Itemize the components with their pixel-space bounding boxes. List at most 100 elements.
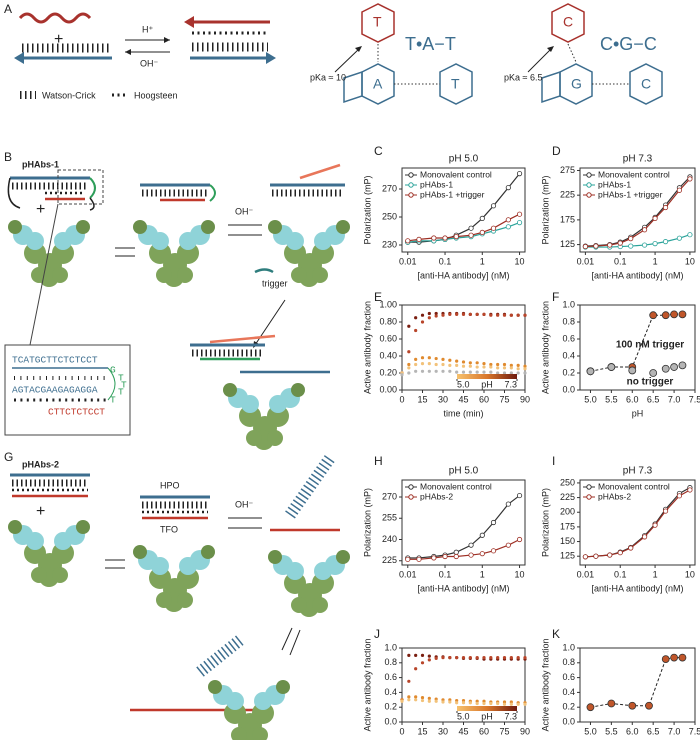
y-tick-label: 225 [560, 190, 575, 200]
data-point [431, 235, 437, 241]
data-point [482, 362, 486, 366]
loop-base: T [118, 387, 124, 398]
data-point [641, 227, 648, 233]
series-line [585, 489, 691, 558]
data-point [427, 696, 431, 700]
y-axis-label: Polarization (mP) [362, 175, 372, 244]
annotation: no trigger [627, 377, 674, 388]
data-point [468, 370, 472, 374]
data-point [662, 204, 669, 211]
series-line [585, 234, 691, 248]
y-tick-label: 240 [382, 534, 397, 544]
chart: pH 7.3 [anti-HA antibody] (nM) Polarizatio… [540, 154, 696, 280]
data-point [420, 362, 425, 366]
data-point [617, 550, 623, 556]
data-point [427, 311, 431, 316]
data-point [468, 312, 472, 316]
data-point [468, 361, 472, 365]
y-tick-label: 270 [382, 183, 397, 193]
data-point [468, 542, 474, 548]
chart: time (min) Active antibody fraction 0.00 0.… [362, 299, 530, 418]
data-point [516, 492, 523, 499]
data-point [407, 695, 411, 699]
plot-frame [579, 167, 696, 253]
data-point [434, 699, 438, 703]
data-point [475, 701, 479, 706]
x-tick-label: 15 [417, 726, 427, 736]
panel-label: E [374, 290, 382, 304]
legend-marker [408, 172, 414, 178]
data-point [505, 185, 511, 191]
x-tick-label: 90 [520, 394, 530, 404]
data-point [468, 701, 472, 705]
data-point [441, 313, 445, 317]
y-tick-label: 0.2 [384, 702, 397, 712]
legend-label: pHAbs-1 [598, 179, 631, 189]
colorbar [457, 706, 517, 711]
data-point [509, 656, 513, 660]
data-point [505, 217, 511, 223]
data-point [448, 656, 452, 660]
legend-marker [586, 192, 592, 198]
x-tick-label: 5.5 [605, 726, 618, 736]
y-tick-label: 0.4 [562, 687, 575, 697]
series-line [407, 213, 520, 242]
data-point [455, 363, 459, 367]
data-point [607, 699, 616, 708]
data-point [523, 656, 527, 660]
data-point [628, 545, 634, 551]
data-point [427, 654, 431, 658]
data-point [414, 667, 418, 671]
data-point [502, 366, 507, 370]
data-point [652, 522, 658, 528]
colorbar-title: pH [481, 379, 493, 389]
y-tick-label: 0.6 [384, 672, 397, 682]
data-point [414, 316, 418, 320]
y-tick-label: 250 [382, 211, 397, 221]
y-tick-label: 1.00 [379, 299, 397, 309]
data-point [434, 362, 438, 367]
x-tick-label: 60 [479, 726, 489, 736]
data-point [628, 701, 637, 710]
data-point [461, 312, 466, 316]
y-tick-label: 1.0 [562, 642, 575, 652]
data-point [448, 312, 452, 316]
panel-label: A [4, 2, 12, 16]
data-point [461, 656, 466, 660]
data-point [475, 370, 479, 374]
y-tick-label: 150 [560, 536, 575, 546]
data-point [448, 369, 452, 373]
data-point [441, 369, 445, 373]
sequence: AGTACGAAGAGAGGA [12, 385, 98, 396]
data-point [482, 365, 486, 369]
base-letter: T [373, 14, 382, 30]
data-point [628, 366, 637, 375]
y-tick-label: 0.4 [384, 687, 397, 697]
legend-label: pHAbs-1 [420, 179, 453, 189]
y-tick-label: 0.0 [562, 716, 575, 726]
data-point [420, 356, 425, 360]
x-tick-label: 75 [499, 394, 509, 404]
x-tick-label: 10 [685, 256, 695, 266]
y-tick-label: 0.4 [562, 350, 575, 360]
plot-frame [579, 304, 696, 391]
data-point [628, 236, 634, 242]
data-point [482, 656, 486, 660]
data-point [420, 653, 425, 658]
data-point [468, 552, 474, 558]
data-point [475, 312, 479, 316]
x-tick-label: 0.01 [399, 256, 417, 266]
data-point [489, 313, 493, 317]
pka-label: pKa ≈ 10 [310, 72, 346, 82]
x-tick-label: 75 [499, 726, 509, 736]
x-axis-label: pH [632, 408, 644, 418]
data-point [678, 310, 687, 319]
y-tick-label: 0.80 [379, 316, 397, 326]
data-point [489, 365, 493, 369]
data-point [516, 656, 520, 660]
data-point [523, 702, 527, 706]
y-tick-label: 0.8 [384, 657, 397, 667]
x-tick-label: 6.0 [626, 394, 639, 404]
